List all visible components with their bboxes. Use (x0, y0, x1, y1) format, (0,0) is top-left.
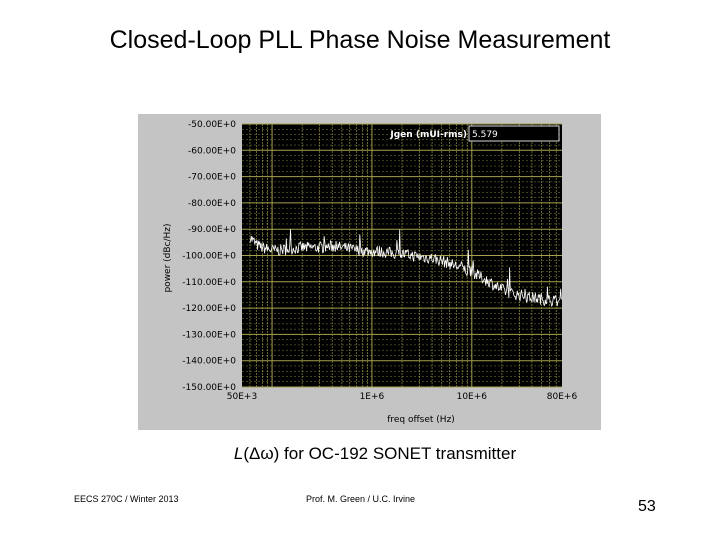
chart-svg: -50.00E+0 -60.00E+0 -70.00E+0 -80.00E+0 -90.… (138, 114, 601, 430)
jgen-indicator: Jgen (mUI-rms) 5.579 (389, 125, 560, 142)
footer-author: Prof. M. Green / U.C. Irvine (306, 494, 416, 504)
footer-course: EECS 270C / Winter 2013 (74, 494, 179, 504)
y-tick-label: -90.00E+0 (188, 225, 236, 235)
y-tick-label: -100.00E+0 (182, 252, 236, 262)
y-tick-label: -140.00E+0 (182, 357, 236, 367)
y-tick-label: -70.00E+0 (188, 173, 236, 183)
slide-title: Closed-Loop PLL Phase Noise Measurement (109, 26, 611, 54)
y-tick-label: -80.00E+0 (188, 199, 236, 209)
phase-noise-trace (249, 229, 562, 307)
trace-layer (249, 229, 562, 307)
x-tick-label: 10E+6 (457, 392, 488, 402)
x-tick-label: 80E+6 (547, 392, 578, 402)
y-tick-label: -60.00E+0 (188, 146, 236, 156)
x-tick-label: 50E+3 (227, 392, 257, 402)
y-tick-label: -50.00E+0 (188, 120, 236, 130)
y-tick-label: -130.00E+0 (182, 330, 236, 340)
y-tick-label: -110.00E+0 (182, 278, 236, 288)
y-tick-label: -150.00E+0 (182, 383, 236, 393)
jgen-value: 5.579 (472, 130, 498, 140)
x-tick-label: 1E+6 (360, 392, 385, 402)
jgen-value-box (468, 125, 560, 142)
x-axis-label: freq offset (Hz) (387, 415, 455, 425)
y-axis-label: power (dBc/Hz) (163, 223, 173, 292)
caption-text: (Δω) for OC-192 SONET transmitter (243, 444, 517, 463)
page-number: 53 (638, 498, 656, 515)
jgen-label: Jgen (mUI-rms) (389, 130, 467, 140)
phase-noise-chart: -50.00E+0 -60.00E+0 -70.00E+0 -80.00E+0 -90.… (138, 114, 601, 430)
figure-caption: L(Δω) for OC-192 SONET transmitter (0, 444, 720, 464)
tick-layer: -50.00E+0 -60.00E+0 -70.00E+0 -80.00E+0 -90.… (182, 120, 577, 402)
y-tick-label: -120.00E+0 (182, 304, 236, 314)
caption-symbol: L (233, 444, 244, 463)
